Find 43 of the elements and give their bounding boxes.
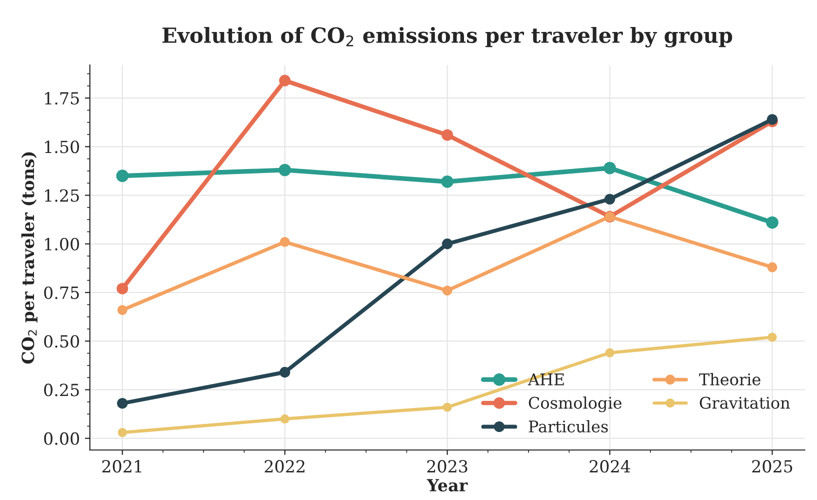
x-tick-label: 2023	[427, 460, 468, 473]
legend-label: AHE	[528, 374, 564, 386]
y-tick-label: 0.25	[44, 384, 79, 396]
point	[278, 164, 292, 176]
point	[442, 286, 452, 296]
point	[604, 162, 616, 174]
legend-label: Gravitation	[700, 396, 790, 409]
point	[767, 262, 778, 272]
y-axis-title: CO$_{2}$ per traveler (tons)	[21, 152, 38, 364]
point	[280, 237, 290, 247]
y-tick-label: 0.50	[44, 335, 80, 348]
point	[766, 114, 778, 125]
y-tick-label: 0.75	[44, 286, 79, 300]
y-tick-label: 1.00	[45, 238, 80, 250]
point	[116, 282, 128, 294]
point	[118, 428, 127, 438]
y-tick-label: 1.75	[45, 92, 79, 105]
chart-title: Evolution of CO$_{2}$ emissions per traveler by group	[162, 26, 732, 48]
point	[768, 332, 777, 342]
point	[604, 194, 616, 205]
point	[441, 175, 454, 188]
point	[117, 305, 128, 315]
x-axis-title: Year	[426, 479, 468, 492]
legend-label: Cosmologie	[528, 396, 622, 412]
point	[605, 348, 614, 358]
point	[279, 74, 291, 86]
point	[116, 170, 129, 182]
point	[280, 414, 290, 424]
point	[279, 366, 290, 378]
y-tick-label: 0.00	[44, 432, 80, 445]
point	[442, 238, 453, 250]
x-tick-label: 2024	[590, 460, 630, 473]
legend-label: Particules	[528, 420, 608, 433]
x-tick-label: 2025	[752, 460, 792, 473]
legend-label: Theorie	[699, 373, 760, 386]
point	[442, 129, 454, 141]
point	[117, 398, 128, 409]
point	[766, 216, 778, 229]
x-tick-label: 2021	[102, 460, 142, 473]
y-tick-label: 1.25	[45, 189, 79, 202]
point	[442, 402, 452, 412]
x-tick-label: 2022	[264, 460, 304, 473]
y-tick-label: 1.50	[45, 140, 80, 154]
